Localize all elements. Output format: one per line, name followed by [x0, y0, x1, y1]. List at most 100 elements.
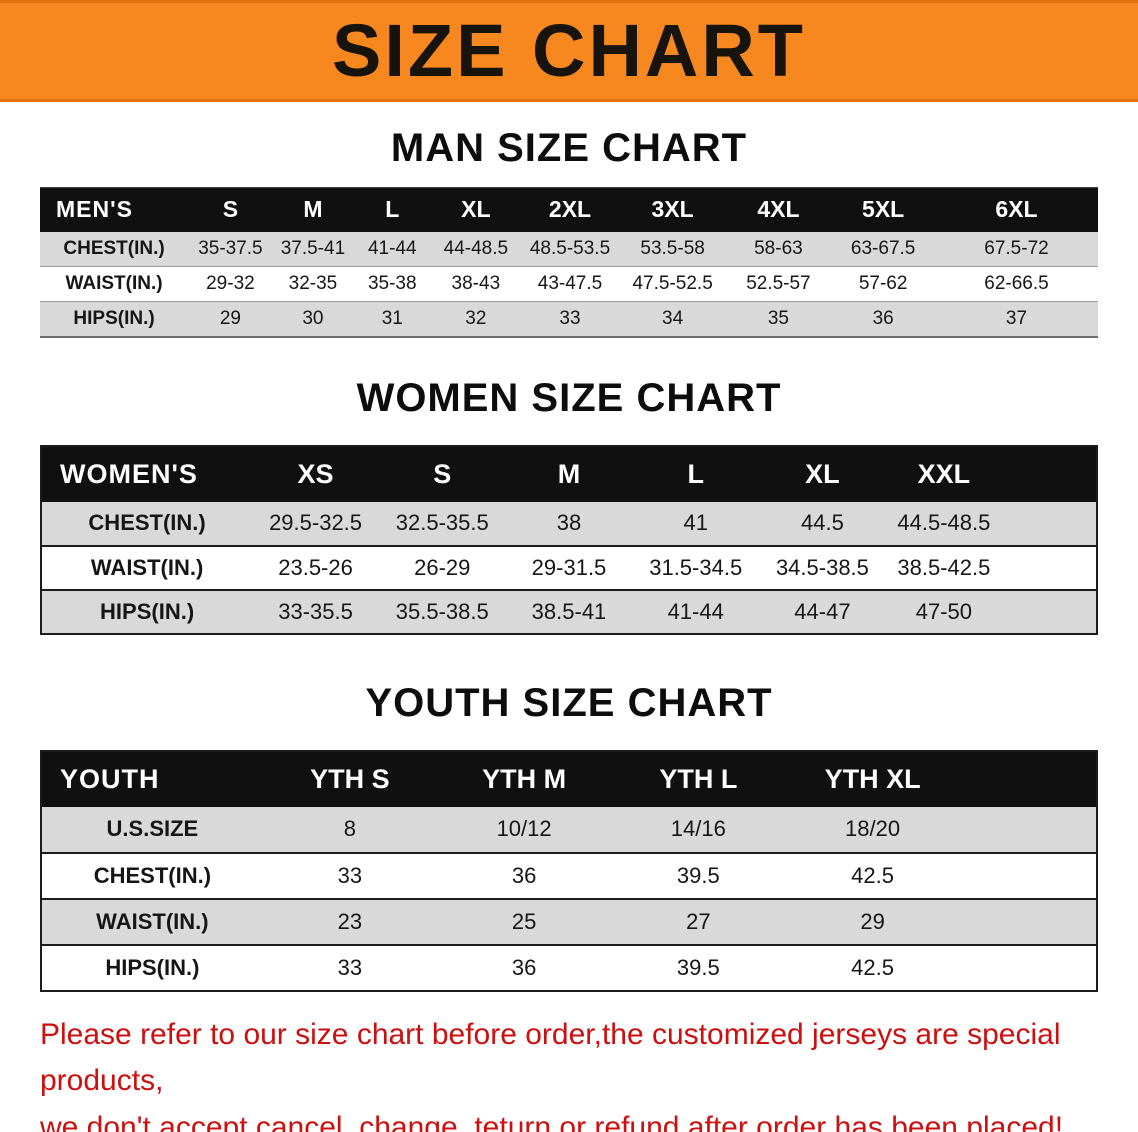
size-value-cell: 23 [262, 898, 437, 945]
size-value-cell: 38.5-41 [505, 589, 633, 634]
youth-col-l: YTH L [611, 750, 786, 807]
size-value-cell: 47.5-52.5 [632, 273, 713, 294]
men-corner-label: MEN'S [40, 187, 189, 232]
size-value-cell: 33 [337, 954, 363, 980]
men-col-4xl: 4XL [725, 187, 832, 232]
size-value-cell: 53.5-58 [619, 231, 726, 267]
women-section: WOMEN SIZE CHART WOMEN'S XS S M L XL XXL [0, 376, 1138, 635]
size-value-cell: 47-50 [885, 589, 1002, 634]
women-col-xxl: XXL [885, 445, 1002, 502]
size-value-cell: 30 [272, 301, 354, 337]
women-col-s: S [378, 445, 506, 502]
size-value-cell: 34.5-38.5 [775, 554, 869, 580]
youth-col-s: YTH S [262, 750, 437, 807]
size-value-cell: 43-47.5 [537, 273, 603, 294]
size-value-cell: 42.5 [851, 862, 894, 888]
size-value-cell: 26-29 [414, 554, 471, 580]
youth-hips-row: HIPS(IN.) 33 36 39.5 42.5 [41, 945, 1097, 991]
size-value-cell: 36 [511, 862, 537, 888]
youth-section: YOUTH SIZE CHART YOUTH YTH S YTH M YTH L… [0, 681, 1138, 992]
size-value-cell: 57-62 [858, 273, 908, 294]
size-value-cell: 67.5-72 [934, 231, 1098, 267]
size-value-cell: 33-35.5 [252, 589, 379, 634]
youth-size-table: YOUTH YTH S YTH M YTH L YTH XL U.S.SIZE … [40, 749, 1098, 992]
women-col-xl: XL [759, 445, 886, 502]
size-value-cell: 31 [353, 301, 432, 337]
women-hips-label: HIPS(IN.) [41, 589, 253, 634]
men-col-6xl: 6XL [934, 187, 1098, 232]
size-value-cell: 23.5-26 [278, 554, 353, 580]
spacer-cell [960, 945, 1097, 991]
women-chest-label: CHEST(IN.) [41, 501, 253, 546]
size-value-cell: 32-35 [288, 273, 338, 294]
men-section-heading: MAN SIZE CHART [390, 126, 748, 170]
youth-waist-row: WAIST(IN.) 23 25 27 29 [41, 898, 1097, 945]
size-value-cell: 29 [188, 301, 273, 337]
youth-corner-label: YOUTH [41, 750, 263, 807]
women-chest-row: CHEST(IN.) 29.5-32.5 32.5-35.5 38 41 44.… [41, 501, 1097, 546]
men-col-3xl: 3XL [619, 187, 726, 232]
size-value-cell: 44.5 [759, 501, 886, 546]
title-banner: SIZE CHART [0, 0, 1138, 102]
size-value-cell: 41-44 [353, 231, 432, 267]
women-col-m: M [505, 445, 633, 502]
women-header-row: WOMEN'S XS S M L XL XXL [41, 445, 1097, 502]
youth-col-m: YTH M [436, 750, 612, 807]
size-value-cell: 33 [337, 862, 363, 888]
size-value-cell: 37.5-41 [272, 231, 354, 267]
size-value-cell: 44.5-48.5 [885, 501, 1002, 546]
size-value-cell: 25 [436, 898, 612, 945]
men-hips-label: HIPS(IN.) [40, 301, 189, 337]
women-hips-row: HIPS(IN.) 33-35.5 35.5-38.5 38.5-41 41-4… [41, 589, 1097, 634]
men-size-table: MEN'S S M L XL 2XL 3XL 4XL 5XL 6XL CHEST… [40, 187, 1098, 338]
size-value-cell: 41-44 [632, 589, 760, 634]
youth-chest-row: CHEST(IN.) 33 36 39.5 42.5 [41, 853, 1097, 899]
women-waist-row: WAIST(IN.) 23.5-26 26-29 29-31.5 31.5-34… [41, 546, 1097, 590]
spacer-cell [959, 898, 1097, 945]
men-hips-row: HIPS(IN.) 29 30 31 32 33 34 35 36 37 [40, 301, 1098, 337]
size-value-cell: 31.5-34.5 [649, 554, 743, 580]
size-value-cell: 34 [619, 301, 726, 337]
women-col-l: L [632, 445, 760, 502]
youth-section-heading: YOUTH SIZE CHART [365, 680, 773, 725]
size-value-cell: 41 [632, 501, 760, 546]
size-value-cell: 36 [511, 954, 537, 980]
size-value-cell: 35.5-38.5 [378, 589, 506, 634]
men-chest-label: CHEST(IN.) [40, 231, 189, 267]
size-value-cell: 62-66.5 [984, 273, 1049, 294]
women-size-table: WOMEN'S XS S M L XL XXL CHEST(IN.) 29.5-… [40, 444, 1098, 635]
women-corner-label: WOMEN'S [41, 445, 253, 502]
size-value-cell: 14/16 [611, 806, 786, 853]
men-col-l: L [353, 187, 432, 232]
men-col-2xl: 2XL [520, 187, 620, 232]
women-col-xs: XS [252, 445, 379, 502]
size-value-cell: 36 [831, 301, 935, 337]
footer-note-line-2: we don't accept cancel, change, teturn o… [40, 1110, 1064, 1132]
size-value-cell: 38-43 [451, 273, 501, 294]
men-section: MAN SIZE CHART MEN'S S M L XL 2XL 3XL 4X… [0, 126, 1138, 338]
youth-header-row: YOUTH YTH S YTH M YTH L YTH XL [41, 750, 1097, 807]
men-chest-row: CHEST(IN.) 35-37.5 37.5-41 41-44 44-48.5… [40, 231, 1098, 267]
size-value-cell: 10/12 [436, 806, 612, 853]
size-value-cell: 27 [611, 898, 786, 945]
size-value-cell: 29 [785, 898, 960, 945]
spacer-cell [960, 853, 1097, 899]
youth-col-xl: YTH XL [785, 750, 960, 807]
men-header-row: MEN'S S M L XL 2XL 3XL 4XL 5XL 6XL [40, 187, 1098, 232]
spacer-cell [1002, 546, 1097, 590]
size-value-cell: 32 [431, 301, 521, 337]
size-value-cell: 37 [934, 301, 1098, 337]
men-waist-label: WAIST(IN.) [65, 273, 163, 294]
page-title: SIZE CHART [332, 9, 806, 92]
size-value-cell: 35-37.5 [188, 231, 273, 267]
size-value-cell: 39.5 [676, 954, 720, 980]
size-value-cell: 48.5-53.5 [520, 231, 620, 267]
size-value-cell: 63-67.5 [831, 231, 935, 267]
women-section-heading: WOMEN SIZE CHART [356, 375, 782, 420]
size-value-cell: 44-48.5 [431, 231, 521, 267]
youth-ussize-row: U.S.SIZE 8 10/12 14/16 18/20 [41, 806, 1097, 853]
youth-hips-label: HIPS(IN.) [105, 954, 200, 980]
size-value-cell: 32.5-35.5 [378, 501, 506, 546]
spacer-cell [1001, 445, 1097, 502]
